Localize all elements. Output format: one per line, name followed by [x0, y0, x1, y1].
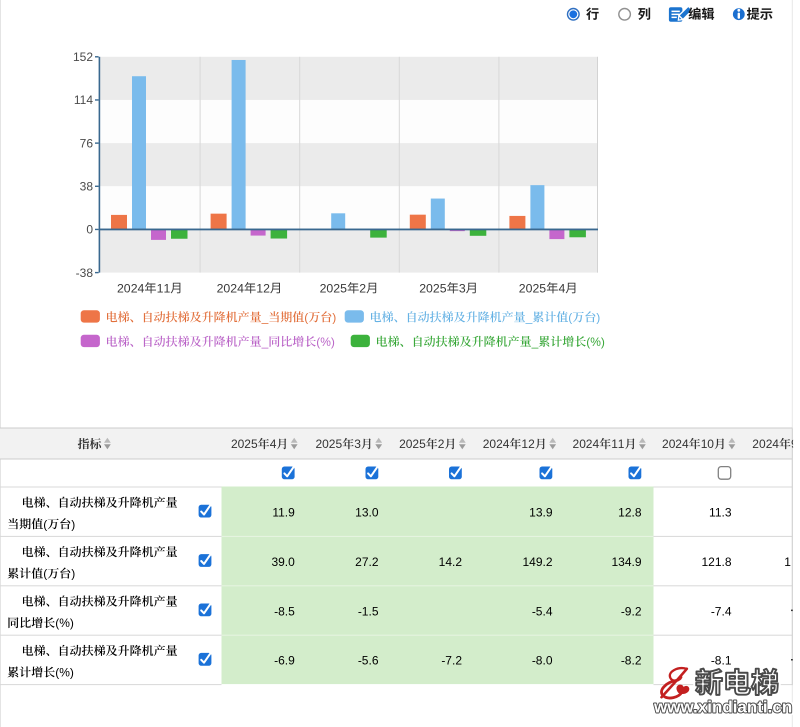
svg-text:(%): (%) — [55, 666, 74, 680]
svg-text:(%): (%) — [586, 335, 605, 349]
svg-text:-8.0: -8.0 — [532, 654, 553, 668]
svg-text:(%): (%) — [55, 616, 74, 630]
svg-text:10: 10 — [701, 437, 715, 451]
svg-text:14.2: 14.2 — [439, 555, 463, 569]
svg-text:2025: 2025 — [419, 281, 447, 295]
svg-text:2024: 2024 — [662, 437, 689, 451]
svg-text:2025: 2025 — [316, 437, 343, 451]
svg-text:4: 4 — [270, 437, 277, 451]
svg-text:2025: 2025 — [320, 281, 348, 295]
svg-text:2024: 2024 — [573, 437, 600, 451]
svg-text:-7.4: -7.4 — [711, 604, 732, 618]
svg-text:76: 76 — [80, 136, 94, 150]
svg-text:-5.4: -5.4 — [532, 604, 553, 618]
svg-text:(%): (%) — [316, 335, 335, 349]
svg-text:2024: 2024 — [752, 437, 779, 451]
svg-text:13.0: 13.0 — [355, 506, 379, 520]
svg-text:114: 114 — [74, 93, 93, 107]
svg-text:1: 1 — [784, 555, 791, 569]
svg-text:-7.2: -7.2 — [441, 654, 462, 668]
svg-text:2024: 2024 — [217, 281, 245, 295]
svg-text:2: 2 — [438, 437, 445, 451]
svg-text:): ) — [71, 517, 75, 531]
svg-text:149.2: 149.2 — [522, 555, 552, 569]
svg-text:(: ( — [304, 310, 308, 324]
svg-text:_: _ — [261, 310, 269, 324]
svg-text:www.xindianti.cn: www.xindianti.cn — [653, 697, 792, 716]
svg-text:13.9: 13.9 — [529, 506, 553, 520]
svg-text:2024: 2024 — [483, 437, 510, 451]
svg-text:12.8: 12.8 — [618, 506, 642, 520]
svg-text:11.9: 11.9 — [272, 506, 295, 520]
svg-text:-6.9: -6.9 — [274, 654, 295, 668]
svg-text:2024: 2024 — [117, 281, 145, 295]
svg-text:-8.2: -8.2 — [621, 654, 642, 668]
svg-text:(: ( — [568, 310, 572, 324]
svg-text:-1.5: -1.5 — [358, 604, 379, 618]
svg-text:12: 12 — [256, 281, 270, 295]
svg-text:www.xindianti.cn: www.xindianti.cn — [653, 697, 792, 716]
svg-text:2025: 2025 — [399, 437, 426, 451]
svg-text:134.9: 134.9 — [611, 555, 641, 569]
svg-text:39.0: 39.0 — [271, 555, 295, 569]
svg-text:-9.2: -9.2 — [621, 604, 642, 618]
svg-text:2025: 2025 — [519, 281, 547, 295]
svg-text:2: 2 — [359, 281, 366, 295]
svg-text:-5.6: -5.6 — [358, 654, 379, 668]
svg-text:152: 152 — [73, 50, 93, 64]
svg-text:): ) — [596, 310, 600, 324]
svg-text:(: ( — [43, 517, 47, 531]
svg-text:11: 11 — [157, 281, 171, 295]
svg-text:121.8: 121.8 — [701, 555, 731, 569]
svg-text:12: 12 — [521, 437, 535, 451]
svg-text:_: _ — [531, 335, 539, 349]
svg-text:27.2: 27.2 — [355, 555, 379, 569]
svg-text:-8.1: -8.1 — [711, 654, 732, 668]
svg-text:11: 11 — [611, 437, 625, 451]
svg-text:4: 4 — [559, 281, 566, 295]
svg-text:11.3: 11.3 — [709, 506, 732, 520]
svg-text:): ) — [71, 567, 75, 581]
svg-text:2025: 2025 — [231, 437, 258, 451]
svg-text:): ) — [332, 310, 336, 324]
svg-text:0: 0 — [86, 223, 93, 237]
svg-text:38: 38 — [80, 179, 94, 193]
svg-text:-38: -38 — [76, 266, 94, 280]
svg-text:-8.5: -8.5 — [274, 604, 295, 618]
svg-text:3: 3 — [354, 437, 361, 451]
svg-text:3: 3 — [459, 281, 466, 295]
svg-text:_: _ — [525, 310, 533, 324]
svg-text:(: ( — [43, 567, 47, 581]
svg-text:_: _ — [261, 335, 269, 349]
